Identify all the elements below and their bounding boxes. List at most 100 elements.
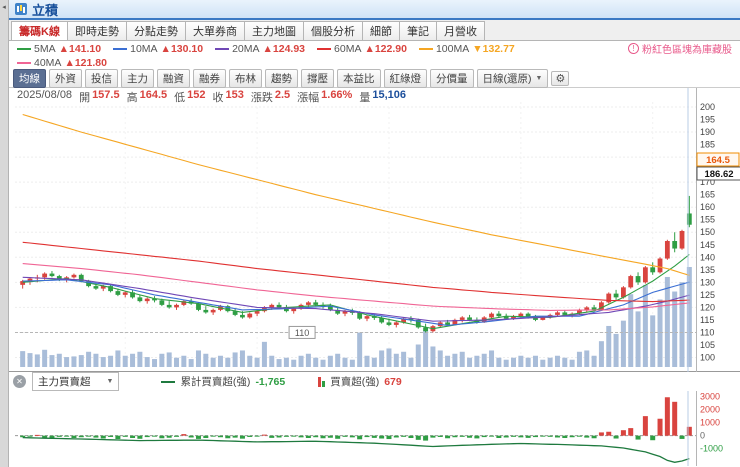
- ma-line-swatch: [317, 47, 332, 50]
- toolbar-button-5[interactable]: 融資: [157, 68, 190, 88]
- tab-9[interactable]: 月營收: [435, 21, 485, 40]
- chevron-down-icon: ▼: [535, 74, 543, 82]
- ma-legend-40ma: 40MA ▲121.80: [17, 57, 107, 69]
- svg-text:186.62: 186.62: [704, 169, 733, 180]
- treasury-note-text: 粉紅色區塊為庫藏股: [642, 45, 732, 56]
- toolbar-button-6[interactable]: 融券: [193, 68, 226, 88]
- sub-toolbar: ✕ 主力買賣超 ▼ 累計買賣超(強) -1,765 買賣超(強) 679: [9, 372, 740, 391]
- tab-2[interactable]: 即時走勢: [66, 21, 127, 40]
- svg-text:155: 155: [700, 215, 715, 225]
- sub-chart-canvas[interactable]: 3000 2000 1000 0 -1000: [9, 391, 740, 466]
- info-label: 漲跌: [250, 92, 273, 104]
- ma-line-swatch: [17, 61, 31, 64]
- indicator-dropdown[interactable]: 主力買賣超 ▼: [32, 372, 120, 391]
- tab-3[interactable]: 分點走勢: [125, 21, 186, 40]
- title-bar: 立積: [9, 0, 740, 20]
- sub-bars-layer: [20, 397, 692, 441]
- sub-indicator-panel: ✕ 主力買賣超 ▼ 累計買賣超(強) -1,765 買賣超(強) 679 300…: [9, 372, 740, 466]
- price-axis: 2001951901851801751701651601551501451401…: [700, 102, 715, 362]
- info-item-7: 量 15,106: [359, 89, 406, 105]
- ma-line-swatch: [17, 47, 31, 50]
- treasury-stock-note: ! 粉紅色區塊為庫藏股: [628, 41, 732, 56]
- period-dropdown[interactable]: 日線(還原) ▼: [476, 68, 549, 88]
- net-buy-bar-value: 679: [384, 375, 402, 388]
- ma-value: ▼132.77: [472, 42, 515, 55]
- toolbar-button-1[interactable]: 均線: [13, 68, 46, 88]
- info-value: 15,106: [372, 89, 406, 101]
- info-label: 收: [212, 92, 224, 104]
- tab-5[interactable]: 主力地圖: [243, 21, 304, 40]
- trade-date: 2025/08/08: [17, 89, 73, 101]
- svg-text:140: 140: [700, 252, 715, 262]
- svg-text:185: 185: [700, 140, 715, 150]
- info-value: 153: [225, 89, 244, 101]
- info-label: 漲幅: [297, 92, 320, 104]
- svg-text:165: 165: [700, 190, 715, 200]
- info-label: 高: [126, 92, 138, 104]
- svg-text:105: 105: [700, 340, 715, 350]
- tab-7[interactable]: 細節: [361, 21, 400, 40]
- toolbar-button-4[interactable]: 主力: [121, 68, 154, 88]
- ma-name: 20MA: [232, 42, 260, 55]
- ma-value: ▲124.93: [262, 42, 306, 55]
- chevron-left-icon[interactable]: ◂: [2, 4, 6, 11]
- ma-value: ▲141.10: [58, 42, 102, 55]
- cumulative-line-value: -1,765: [255, 375, 286, 388]
- toolbar-button-2[interactable]: 外資: [49, 68, 82, 88]
- info-item-6: 漲幅 1.66%: [297, 89, 352, 105]
- crosshair-price-tooltip: [696, 166, 740, 181]
- collapse-strip[interactable]: ◂: [0, 0, 9, 467]
- tab-1[interactable]: 籌碼K線: [11, 21, 68, 40]
- toolbar-button-8[interactable]: 趨勢: [265, 68, 298, 88]
- info-value: 157.5: [92, 89, 120, 101]
- main-chart-canvas[interactable]: 2001951901851801751701651601551501451401…: [9, 88, 740, 372]
- ma-legend-10ma: 10MA ▲130.10: [113, 43, 203, 55]
- toolbar-button-12[interactable]: 分價量: [430, 68, 474, 88]
- info-item-5: 漲跌 2.5: [251, 89, 290, 105]
- ma-line-swatch: [215, 47, 230, 50]
- ma-name: 100MA: [435, 42, 470, 55]
- svg-text:110: 110: [295, 328, 309, 338]
- tab-4[interactable]: 大單券商: [184, 21, 245, 40]
- ma-value: ▲122.90: [364, 42, 407, 55]
- indicator-toolbar: 均線 外資 投信 主力 融資 融券 布林 趨勢 撐壓 本益比 紅綠燈 分價量 日線(還原) ▼ ⚙: [9, 68, 740, 88]
- toolbar-button-3[interactable]: 投信: [85, 68, 118, 88]
- sub-legend: 累計買賣超(強) -1,765 買賣超(強) 679: [161, 374, 402, 389]
- svg-text:120: 120: [700, 302, 715, 312]
- cumulative-line-label: 累計買賣超(強): [180, 376, 251, 388]
- cumulative-line-swatch: [161, 380, 176, 383]
- info-label: 低: [174, 92, 186, 104]
- info-label: 開: [79, 92, 91, 104]
- toolbar-button-10[interactable]: 本益比: [337, 68, 381, 88]
- svg-text:-1000: -1000: [700, 444, 723, 454]
- indicator-dropdown-label: 主力買賣超: [38, 376, 91, 388]
- ma-value: ▲121.80: [64, 56, 107, 69]
- svg-text:170: 170: [700, 177, 715, 187]
- ma-line-swatch: [418, 47, 433, 50]
- settings-gear-icon[interactable]: ⚙: [551, 70, 570, 86]
- svg-text:190: 190: [700, 127, 715, 137]
- svg-text:164.5: 164.5: [706, 155, 730, 166]
- toolbar-button-7[interactable]: 布林: [229, 68, 262, 88]
- ma-legend-row-1: 5MA ▲141.10 10MA ▲130.10 20MA ▲124.93 60MA ▲122…: [9, 41, 740, 56]
- page-title: 立積: [32, 2, 59, 18]
- main-chart-area: 2025/08/08 開 157.5 高 164.5 低 152 收 153 漲跌 2.5 漲幅 1.…: [9, 88, 740, 372]
- svg-text:135: 135: [700, 265, 715, 275]
- svg-text:100: 100: [700, 352, 715, 362]
- svg-text:115: 115: [700, 315, 714, 325]
- ohlc-info-row: 2025/08/08 開 157.5 高 164.5 低 152 收 153 漲跌 2.5 漲幅 1.…: [17, 89, 406, 105]
- price-marker-orange: [696, 152, 740, 167]
- ma-line-swatch: [113, 47, 128, 50]
- info-icon: !: [628, 43, 639, 54]
- level-label-box: [288, 325, 316, 339]
- cumulative-line: [22, 436, 690, 463]
- svg-text:1000: 1000: [700, 418, 720, 428]
- toolbar-button-11[interactable]: 紅綠燈: [383, 68, 427, 88]
- close-indicator-icon[interactable]: ✕: [13, 375, 26, 388]
- tab-8[interactable]: 筆記: [398, 21, 437, 40]
- ma-name: 40MA: [34, 56, 62, 69]
- toolbar-button-9[interactable]: 撐壓: [301, 68, 334, 88]
- tab-6[interactable]: 個股分析: [302, 21, 363, 40]
- svg-text:150: 150: [700, 227, 715, 237]
